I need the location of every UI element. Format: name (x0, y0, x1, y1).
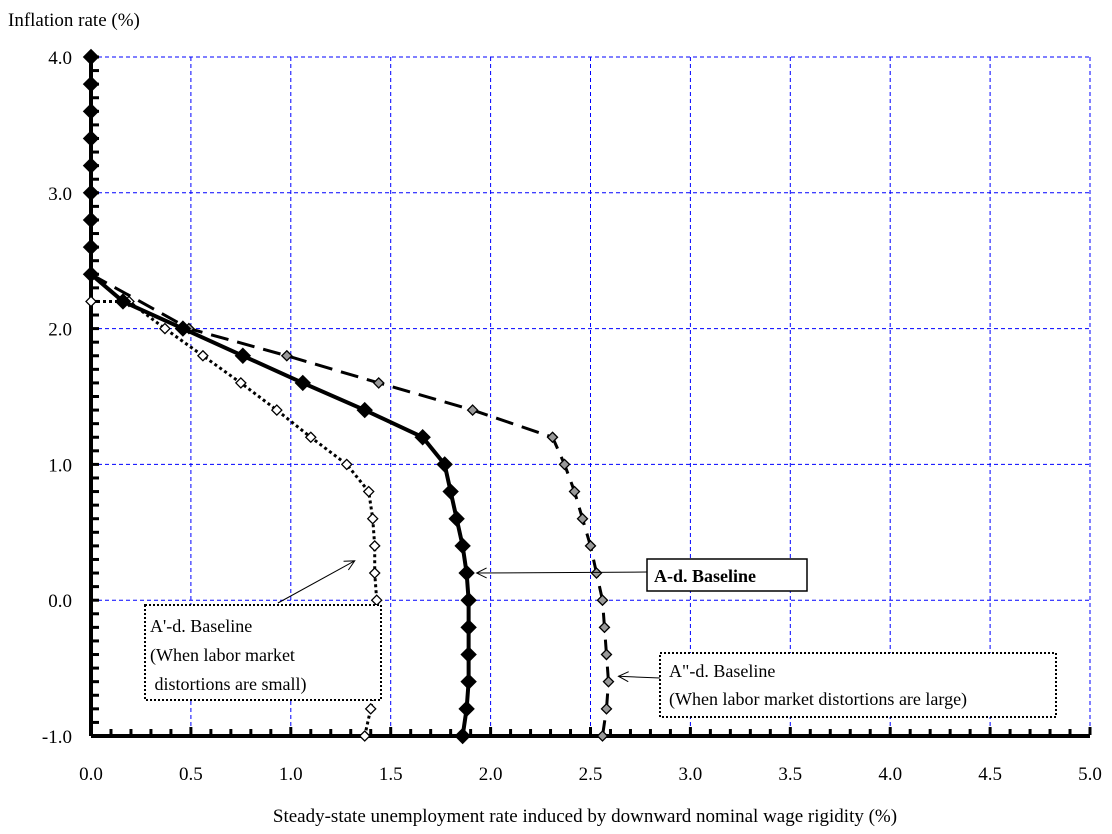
data-point (558, 458, 571, 471)
data-point (82, 157, 100, 174)
data-point (460, 646, 477, 663)
data-point (596, 730, 609, 742)
data-point (356, 401, 373, 419)
annotation-text: distortions are small) (150, 674, 306, 695)
data-point (362, 485, 375, 498)
y-tick-label: -1.0 (42, 727, 72, 748)
data-point (280, 349, 293, 362)
data-point (584, 539, 597, 552)
annotation-text: A-d. Baseline (654, 566, 756, 586)
annotation-arrowhead (617, 671, 629, 683)
data-point (442, 483, 459, 500)
y-tick-label: 3.0 (48, 184, 72, 205)
x-tick-label: 4.0 (878, 764, 902, 785)
data-point (174, 320, 192, 337)
data-point (458, 700, 475, 718)
x-tick-label: 3.5 (778, 764, 802, 785)
data-point (234, 347, 252, 364)
data-point (358, 730, 371, 742)
x-tick-label: 5.0 (1078, 764, 1102, 785)
x-tick-label: 0.0 (79, 764, 103, 785)
annotation-arrow (618, 675, 661, 679)
data-point (458, 564, 475, 582)
annotation-box (144, 604, 382, 701)
data-point (368, 567, 381, 579)
data-point (340, 458, 353, 471)
y-axis-title: Inflation rate (%) (8, 10, 140, 31)
data-point (598, 621, 611, 634)
annotation-box (659, 652, 1057, 718)
data-point (460, 673, 477, 690)
data-point (372, 377, 385, 389)
data-point (414, 429, 431, 446)
y-tick-label: 2.0 (48, 320, 72, 341)
data-point (82, 211, 100, 229)
annotation-text: (When labor market (150, 645, 295, 666)
x-tick-label: 4.5 (978, 764, 1002, 785)
data-point (196, 349, 209, 362)
data-point (82, 184, 100, 202)
annotations-layer: A-d. Baseline A'-d. Baseline (When labor m… (144, 558, 1057, 718)
data-point (82, 266, 100, 283)
annotation-text: A"-d. Baseline (669, 661, 775, 681)
data-point (304, 431, 317, 444)
data-point (370, 594, 383, 607)
data-point (460, 619, 477, 636)
data-point (600, 648, 613, 661)
data-point (602, 675, 615, 688)
series-solid-bold (82, 48, 477, 745)
data-point (82, 75, 100, 93)
annotation-arrow (277, 560, 355, 604)
data-point (546, 431, 559, 444)
data-point (368, 539, 381, 552)
annotation-arrow (476, 571, 648, 574)
data-point (114, 293, 132, 310)
data-point (600, 702, 613, 715)
annotation-text: A'-d. Baseline (150, 616, 252, 636)
data-point (460, 591, 477, 609)
data-point (82, 130, 100, 147)
data-point (366, 512, 379, 525)
x-tick-label: 2.5 (579, 764, 603, 785)
grid-lines (91, 56, 1091, 736)
x-tick-label: 1.0 (279, 764, 303, 785)
annotation-box (646, 558, 808, 592)
data-point (82, 103, 100, 120)
annotation-a: A-d. Baseline (475, 558, 808, 592)
data-point (576, 512, 589, 525)
data-point (454, 537, 471, 555)
annotation-ap: A'-d. Baseline (When labor market distort… (144, 560, 382, 701)
data-point (270, 404, 283, 416)
x-axis-title: Steady-state unemployment rate induced b… (273, 806, 897, 827)
data-point (294, 374, 311, 392)
data-point (234, 377, 247, 389)
data-point (448, 510, 465, 527)
data-point (568, 485, 581, 498)
x-tick-label: 2.0 (479, 764, 503, 785)
data-point (82, 48, 100, 66)
annotation-arrowhead (475, 567, 487, 579)
data-point (436, 456, 453, 473)
x-tick-label: 0.5 (179, 764, 203, 785)
data-point (590, 567, 603, 579)
data-point (82, 238, 100, 256)
y-tick-label: 1.0 (48, 455, 72, 476)
y-tick-label: 4.0 (48, 48, 72, 69)
series-dashed (85, 268, 615, 742)
data-point (364, 702, 377, 715)
annotation-text: (When labor market distortions are large… (669, 689, 967, 710)
annotation-app: A"-d. Baseline (When labor market distort… (617, 652, 1057, 718)
data-point (466, 404, 479, 416)
y-tick-label: 0.0 (48, 591, 72, 612)
data-point (454, 727, 471, 745)
x-tick-label: 3.0 (679, 764, 703, 785)
data-point (85, 295, 97, 308)
annotation-arrowhead (343, 560, 356, 571)
data-point (159, 322, 171, 335)
x-tick-label: 1.5 (379, 764, 403, 785)
data-point (596, 594, 609, 607)
axes: 0.0 0.5 1.0 1.5 2.0 2.5 3.0 3.5 4.0 4.5 5.0 4.0 3.0 2… (42, 48, 1102, 785)
